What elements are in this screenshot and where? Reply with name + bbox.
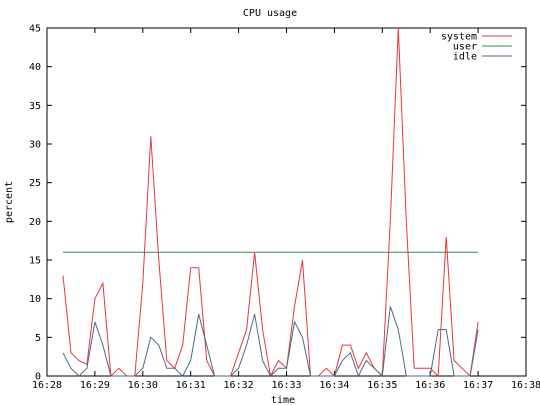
- x-tick-label: 16:33: [271, 380, 301, 391]
- y-tick-label: 40: [29, 62, 41, 73]
- y-tick-label: 5: [35, 333, 41, 344]
- series-line-idle: [62, 306, 479, 378]
- x-axis-ticks: 16:28 16:29 16:30 16:31 16:32 16:33 16:34 16:35…: [32, 28, 540, 391]
- x-tick-label: 16:31: [176, 380, 206, 391]
- x-tick-label: 16:29: [80, 380, 110, 391]
- y-axis-ticks: 0 5 10 15 20 25 30 35 40 45: [29, 24, 526, 383]
- x-tick-label: 16:34: [319, 380, 349, 391]
- y-tick-label: 35: [29, 101, 41, 112]
- x-tick-label: 16:30: [128, 380, 158, 391]
- y-tick-label: 30: [29, 140, 41, 151]
- y-tick-label: 25: [29, 178, 41, 189]
- y-tick-label: 10: [29, 294, 41, 305]
- legend-label-user: user: [453, 42, 477, 53]
- x-tick-label: 16:38: [511, 380, 540, 391]
- y-tick-label: 15: [29, 256, 41, 267]
- y-tick-label: 20: [29, 217, 41, 228]
- series-line-system: [62, 27, 479, 378]
- x-axis-label: time: [271, 395, 295, 405]
- y-axis-label: percent: [4, 181, 15, 223]
- y-tick-label: 0: [35, 372, 41, 383]
- chart-title: CPU usage: [243, 8, 297, 19]
- x-tick-label: 16:36: [415, 380, 445, 391]
- plot-area-frame: [46, 27, 527, 377]
- y-tick-label: 45: [29, 24, 41, 35]
- x-tick-label: 16:35: [367, 380, 397, 391]
- x-tick-label: 16:28: [32, 380, 62, 391]
- x-tick-label: 16:37: [463, 380, 493, 391]
- legend-label-system: system: [441, 32, 477, 43]
- series-lines: [62, 27, 479, 378]
- x-tick-label: 16:32: [224, 380, 254, 391]
- legend-label-idle: idle: [453, 52, 477, 63]
